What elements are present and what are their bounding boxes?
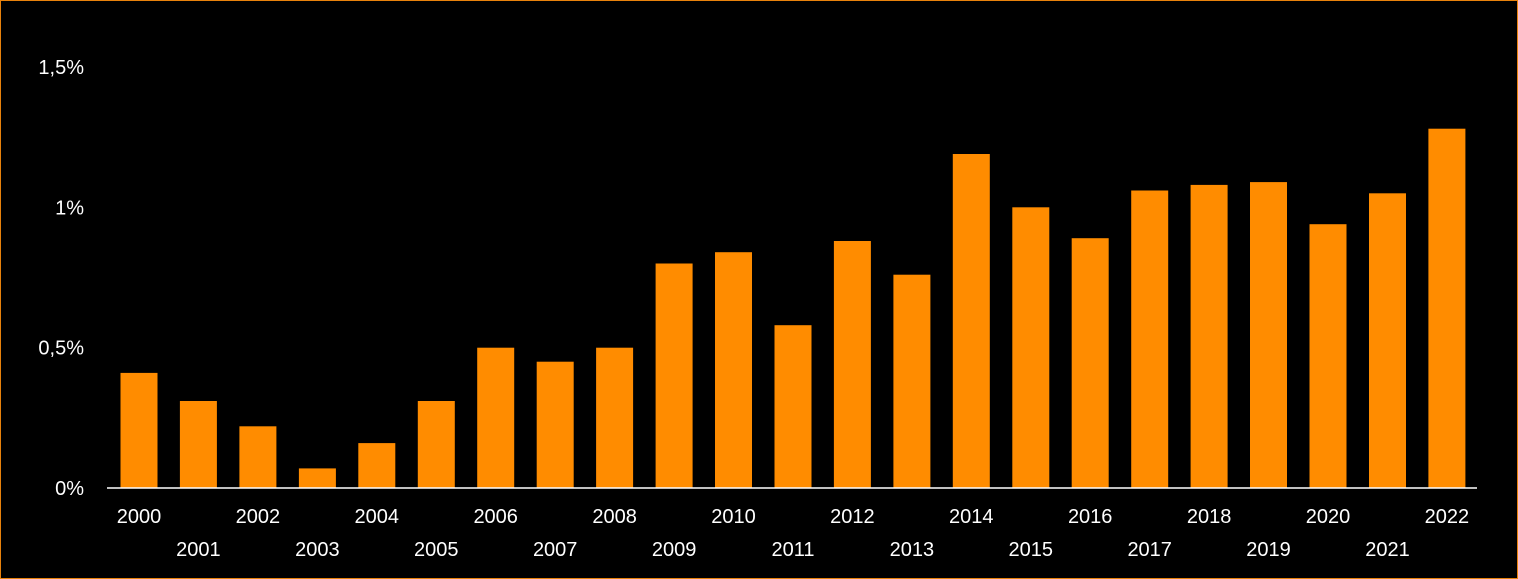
bar-2018 <box>1190 184 1228 488</box>
y-tick-label: 0,5% <box>38 338 84 360</box>
bar-2010 <box>715 252 752 488</box>
x-tick-label: 2021 <box>1365 539 1410 561</box>
bar-2007 <box>536 361 574 488</box>
x-tick-label: 2004 <box>355 506 400 528</box>
bar-2022 <box>1428 128 1466 488</box>
bar-2012 <box>833 241 871 488</box>
x-tick-label: 2018 <box>1187 506 1232 528</box>
x-axis: 2000 2001 2002 2003 2004 2005 2006 2007 2008 2009… <box>117 506 1469 561</box>
bar-2002 <box>239 426 277 488</box>
x-tick-label: 2016 <box>1068 506 1113 528</box>
bar-2019 <box>1250 182 1287 488</box>
x-tick-label: 2005 <box>414 539 459 561</box>
x-tick-label: 2011 <box>771 539 814 561</box>
x-tick-label: 2001 <box>176 539 221 561</box>
x-tick-label: 2007 <box>533 539 578 561</box>
bar-2008 <box>596 347 634 488</box>
bar-2015 <box>1012 207 1050 489</box>
bar-2000 <box>120 372 158 488</box>
y-axis: 0% 0,5% 1% 1,5% <box>38 57 84 500</box>
x-tick-label: 2009 <box>652 539 697 561</box>
bar-2017 <box>1131 190 1169 488</box>
bar-2013 <box>893 274 931 488</box>
x-tick-label: 2014 <box>949 506 994 528</box>
x-tick-label: 2013 <box>890 539 935 561</box>
y-tick-label: 1% <box>55 197 84 219</box>
y-tick-label: 1,5% <box>38 57 84 79</box>
bar-2011 <box>774 325 812 488</box>
bar-2003 <box>298 468 336 488</box>
x-tick-label: 2002 <box>236 506 281 528</box>
bars <box>120 128 1466 489</box>
x-tick-label: 2000 <box>117 506 162 528</box>
x-tick-label: 2012 <box>830 506 875 528</box>
x-tick-label: 2022 <box>1425 506 1470 528</box>
y-tick-label: 0% <box>55 478 84 500</box>
bar-2006 <box>477 347 515 488</box>
x-tick-label: 2003 <box>295 539 340 561</box>
bar-2005 <box>417 401 455 488</box>
x-tick-label: 2017 <box>1127 539 1172 561</box>
x-tick-label: 2015 <box>1009 539 1054 561</box>
bar-2009 <box>655 263 693 488</box>
x-tick-label: 2019 <box>1246 539 1291 561</box>
bar-2020 <box>1309 224 1347 488</box>
bar-2014 <box>952 154 990 488</box>
x-tick-label: 2010 <box>711 506 756 528</box>
bar-2016 <box>1071 238 1109 488</box>
x-tick-label: 2020 <box>1306 506 1351 528</box>
bar-2004 <box>358 443 396 488</box>
x-tick-label: 2006 <box>473 506 518 528</box>
bar-2021 <box>1369 193 1406 489</box>
bar-2001 <box>179 401 217 488</box>
x-tick-label: 2008 <box>592 506 637 528</box>
